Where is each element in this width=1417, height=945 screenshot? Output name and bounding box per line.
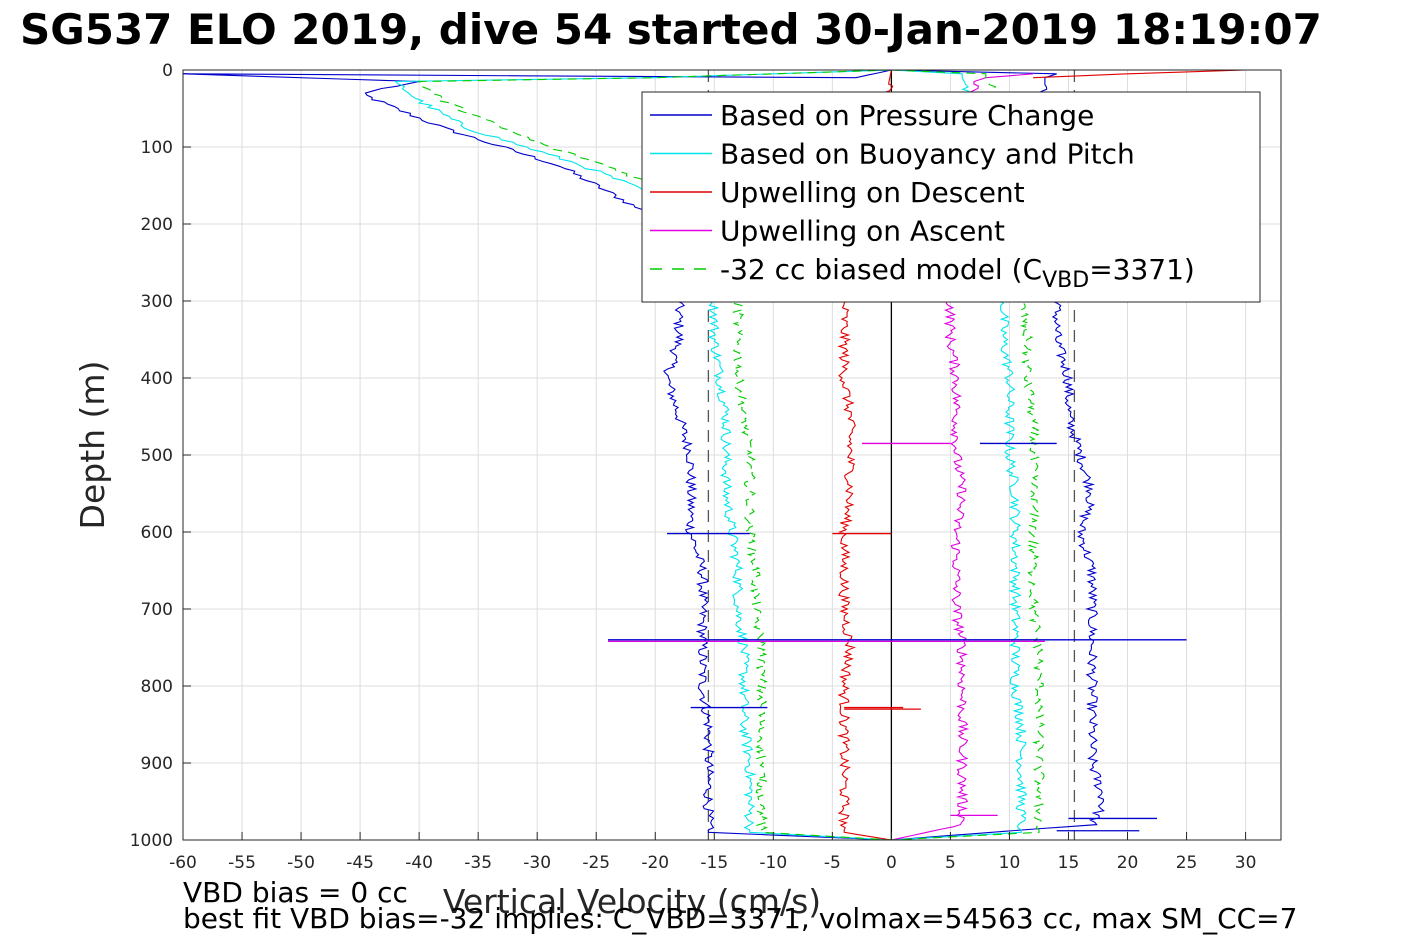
y-tick-label: 400 — [141, 369, 173, 389]
x-tick-label: -20 — [641, 853, 669, 873]
x-tick-label: -35 — [464, 853, 492, 873]
x-tick-label: 20 — [1117, 853, 1139, 873]
legend-box — [641, 91, 1261, 303]
legend-label: -32 cc biased model (CVBD=3371) — [720, 253, 1195, 293]
y-tick-label: 700 — [141, 600, 173, 620]
y-tick-label: 600 — [141, 523, 173, 543]
x-tick-label: -30 — [523, 853, 551, 873]
x-tick-label: -40 — [405, 853, 433, 873]
legend-label: Upwelling on Descent — [720, 176, 1025, 209]
x-tick-label: 10 — [999, 853, 1021, 873]
x-tick-label: 15 — [1058, 853, 1080, 873]
x-tick-label: -50 — [287, 853, 315, 873]
legend: Based on Pressure Change Based on Buoyanc… — [641, 91, 1261, 303]
x-tick-label: 0 — [886, 853, 897, 873]
y-tick-label: 1000 — [130, 831, 173, 851]
y-ticks: 0 100 200 300 400 500 600 700 800 900 1000 — [130, 61, 191, 851]
y-tick-label: 800 — [141, 677, 173, 697]
x-tick-label: 5 — [945, 853, 956, 873]
x-axis-label: Vertical Velocity (cm/s) — [443, 882, 821, 921]
x-tick-label: -60 — [169, 853, 197, 873]
data-series — [417, 69, 892, 841]
legend-label: Based on Pressure Change — [720, 99, 1094, 132]
x-tick-label: -15 — [700, 853, 728, 873]
x-tick-label: -5 — [824, 853, 841, 873]
y-tick-label: 0 — [162, 61, 173, 81]
data-series — [1033, 69, 1246, 79]
x-tick-label: 30 — [1235, 853, 1257, 873]
legend-label: Upwelling on Ascent — [720, 215, 1005, 248]
y-tick-label: 900 — [141, 754, 173, 774]
legend-label: Based on Buoyancy and Pitch — [720, 138, 1135, 171]
y-tick-label: 200 — [141, 215, 173, 235]
y-tick-label: 300 — [141, 292, 173, 312]
x-tick-label: 25 — [1176, 853, 1198, 873]
x-tick-label: -10 — [759, 853, 787, 873]
y-tick-label: 500 — [141, 446, 173, 466]
x-ticks: -60 -55 -50 -45 -40 -35 -30 -25 -20 -15 -10 -5 0 5 10 1… — [169, 832, 1256, 873]
y-tick-label: 100 — [141, 138, 173, 158]
footer-line-1: VBD bias = 0 cc — [183, 876, 408, 909]
footer-line-2: best fit VBD bias=-32 implies: C_VBD=337… — [183, 902, 1297, 935]
data-series — [182, 69, 892, 841]
x-tick-label: -25 — [582, 853, 610, 873]
chart-title: SG537 ELO 2019, dive 54 started 30-Jan-2… — [20, 5, 1322, 54]
x-tick-label: -45 — [346, 853, 374, 873]
x-tick-label: -55 — [228, 853, 256, 873]
y-axis-label: Depth (m) — [73, 361, 112, 530]
